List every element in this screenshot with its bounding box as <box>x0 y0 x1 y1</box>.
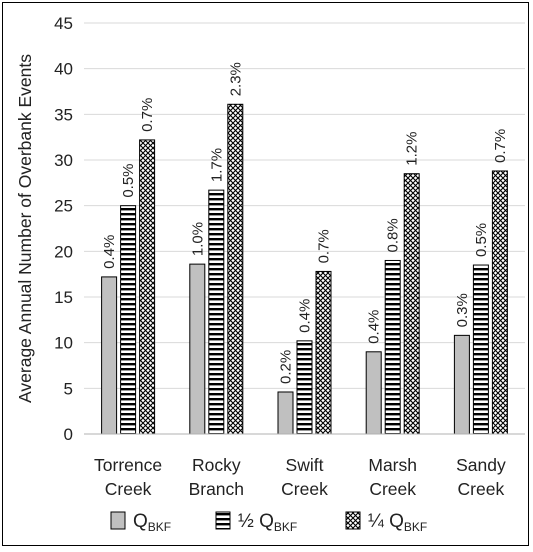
bar-half-0 <box>120 205 137 435</box>
x-category-label-line2: Creek <box>369 479 416 499</box>
x-axis-category-labels: Torrence Creek Rocky Branch Swift Creek Marsh C… <box>94 455 506 499</box>
x-category-label-line1: Sandy <box>456 455 506 475</box>
bar-data-label: 0.4% <box>101 235 118 269</box>
y-tick-label: 5 <box>64 379 73 398</box>
bar-q-1 <box>189 263 206 435</box>
y-tick-label: 10 <box>54 334 73 353</box>
bar-half-1 <box>208 189 225 435</box>
bar-data-label: 0.7% <box>492 129 509 163</box>
bar-data-label: 1.2% <box>404 131 421 165</box>
bar-half-2 <box>296 340 313 435</box>
y-tick-label: 25 <box>54 197 73 216</box>
bar-data-label: 0.5% <box>473 223 490 257</box>
bar-quarter-0 <box>139 139 156 435</box>
y-axis-title: Average Annual Number of Overbank Events <box>15 54 35 403</box>
bar-data-label: 1.7% <box>208 148 225 182</box>
y-tick-label: 45 <box>54 14 73 33</box>
bar-q-4 <box>453 334 470 435</box>
y-tick-label: 40 <box>54 60 73 79</box>
bar-data-label: 0.3% <box>454 293 471 327</box>
bar-data-label: 1.0% <box>189 222 206 256</box>
bars <box>101 103 508 435</box>
bar-q-3 <box>365 351 382 435</box>
legend-label-quarter: ¼ QBKF <box>368 511 427 534</box>
y-tick-label: 0 <box>64 425 73 444</box>
legend-swatch-quarter <box>345 511 361 530</box>
x-category-label-line1: Rocky <box>192 455 241 475</box>
bar-data-labels: 0.4%0.5%0.7%1.0%1.7%2.3%0.2%0.4%0.7%0.4%… <box>101 62 509 384</box>
x-category-label-line1: Swift <box>286 455 324 475</box>
gridlines <box>84 22 525 389</box>
y-tick-label: 15 <box>54 288 73 307</box>
bar-chart: 0 5 10 15 20 25 30 35 40 45 0.4% 0.5% 0.7% 1.0% 1.7% 2… <box>15 14 525 534</box>
legend-label-q: QBKF <box>133 511 171 534</box>
x-category-label-line2: Branch <box>189 479 244 499</box>
y-tick-label: 30 <box>54 151 73 170</box>
bar-data-label: 0.5% <box>120 163 137 197</box>
bar-data-label: 0.8% <box>385 218 402 252</box>
bar-q-2 <box>277 391 294 435</box>
y-tick-label: 35 <box>54 105 73 124</box>
bar-half-4 <box>472 264 489 435</box>
bar-quarter-1 <box>227 103 244 435</box>
x-category-label-line1: Marsh <box>368 455 417 475</box>
bar-quarter-3 <box>403 173 420 435</box>
bar-q-0 <box>101 276 118 435</box>
bar-data-label: 0.7% <box>316 229 333 263</box>
bar-data-label: 0.4% <box>297 299 314 333</box>
bar-data-label: 0.4% <box>366 310 383 344</box>
bar-data-label: 2.3% <box>227 62 244 96</box>
x-category-label-line2: Creek <box>458 479 505 499</box>
bar-quarter-2 <box>315 270 332 435</box>
legend: QBKF ½ QBKF ¼ QBKF <box>110 511 427 534</box>
legend-label-half: ½ QBKF <box>238 511 297 534</box>
legend-swatch-half <box>215 511 231 530</box>
legend-swatch-q <box>110 511 126 530</box>
chart-frame: 0 5 10 15 20 25 30 35 40 45 0.4% 0.5% 0.7% 1.0% 1.7% 2… <box>2 2 529 546</box>
bar-half-3 <box>384 259 401 435</box>
y-tick-label: 20 <box>54 242 73 261</box>
x-category-label-line2: Creek <box>105 479 152 499</box>
y-axis-ticks: 0 5 10 15 20 25 30 35 40 45 <box>54 14 73 444</box>
bar-quarter-4 <box>491 170 508 435</box>
x-category-label-line2: Creek <box>281 479 328 499</box>
bar-data-label: 0.7% <box>139 98 156 132</box>
x-category-label-line1: Torrence <box>94 455 162 475</box>
bar-data-label: 0.2% <box>278 350 295 384</box>
